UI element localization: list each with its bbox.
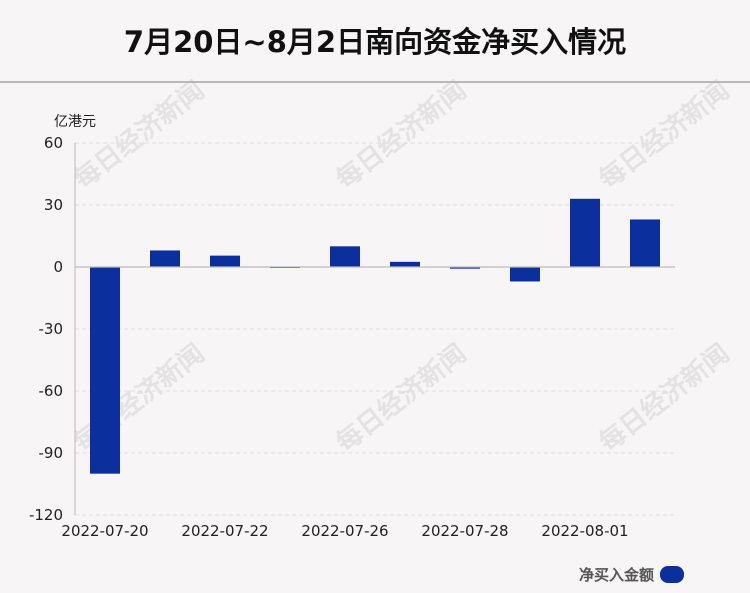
chart-title: 7月20日~8月2日南向资金净买入情况 [123, 25, 627, 59]
x-tick-label: 2022-07-28 [421, 522, 508, 540]
y-tick-label: -90 [39, 444, 64, 462]
legend-label: 净买入金额 [578, 566, 654, 584]
bar-2022-07-21 [150, 250, 180, 267]
x-tick-label: 2022-07-20 [61, 522, 148, 540]
y-tick-label: 60 [44, 134, 63, 152]
bar-2022-07-27 [390, 261, 420, 267]
bar-2022-07-26 [330, 246, 360, 267]
y-tick-label: -60 [39, 382, 64, 400]
bar-2022-07-20 [90, 267, 120, 474]
y-tick-label: 30 [44, 196, 63, 214]
legend: 净买入金额 [579, 564, 684, 585]
legend-swatch [660, 566, 684, 583]
x-tick-label: 2022-07-22 [181, 522, 268, 540]
bar-2022-08-01 [570, 198, 600, 267]
bar-2022-07-22 [210, 255, 240, 267]
y-axis-unit-label: 亿港元 [54, 114, 96, 130]
title-divider [0, 81, 750, 83]
y-tick-label: 0 [53, 258, 63, 276]
x-tick-label: 2022-08-01 [541, 522, 628, 540]
x-tick-label: 2022-07-26 [301, 522, 388, 540]
bar-2022-07-29 [510, 267, 540, 282]
y-tick-label: -120 [29, 506, 63, 524]
bar-2022-07-28 [450, 267, 480, 269]
bar-2022-08-02 [630, 219, 660, 267]
y-tick-label: -30 [39, 320, 64, 338]
